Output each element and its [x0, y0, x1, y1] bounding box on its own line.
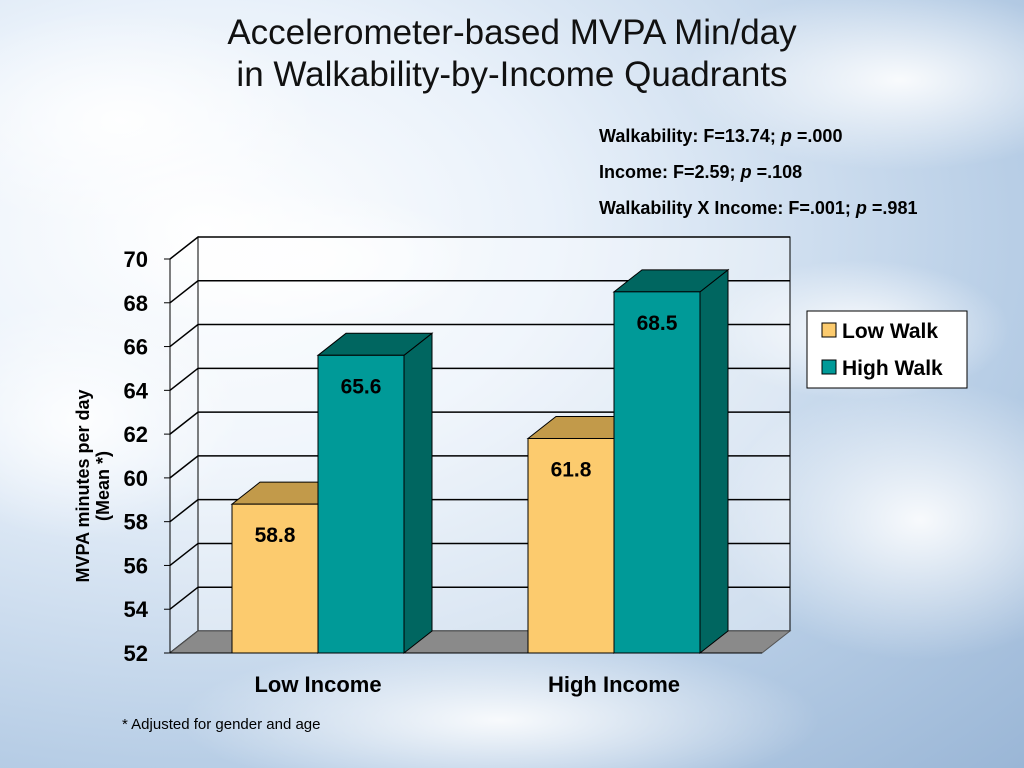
bar-side — [699, 268, 729, 655]
y-tick-label: 68 — [124, 291, 148, 316]
bar-high-walk-low-income: 65.6 — [316, 332, 434, 655]
bar-high-walk-high-income: 68.5 — [612, 268, 730, 655]
legend-swatch-high-walk — [821, 359, 837, 375]
legend: Low Walk High Walk — [806, 310, 968, 389]
x-category-label: High Income — [548, 672, 680, 697]
bar-side — [403, 332, 433, 655]
y-tick-label: 58 — [124, 510, 148, 535]
gridline — [169, 411, 790, 435]
stats-block: Walkability: F=13.74; p =.000 Income: F=… — [599, 118, 917, 226]
y-tick-label: 60 — [124, 466, 148, 491]
y-axis-label-line-1: MVPA minutes per day — [73, 389, 93, 582]
y-tick-label: 54 — [124, 597, 149, 622]
y-axis-label-line-2: (Mean *) — [93, 451, 113, 521]
data-label: 58.8 — [255, 524, 296, 547]
data-label: 65.6 — [341, 375, 382, 398]
chart-title: Accelerometer-based MVPA Min/day in Walk… — [0, 12, 1024, 96]
y-tick-label: 62 — [124, 422, 148, 447]
gridline — [169, 280, 790, 304]
stat-income: Income: F=2.59; p =.108 — [599, 162, 803, 182]
data-label: 68.5 — [637, 312, 678, 335]
title-line-1: Accelerometer-based MVPA Min/day — [227, 13, 797, 52]
footnote: * Adjusted for gender and age — [122, 716, 321, 733]
gridline — [169, 323, 790, 348]
bar-front — [317, 354, 405, 654]
data-label: 61.8 — [551, 458, 592, 481]
bar-front — [527, 437, 615, 654]
title-line-2: in Walkability-by-Income Quadrants — [236, 55, 788, 94]
gridline — [169, 367, 790, 391]
y-tick-label: 66 — [124, 335, 148, 360]
legend-label-high-walk: High Walk — [842, 357, 943, 380]
legend-label-low-walk: Low Walk — [842, 320, 938, 343]
y-tick-label: 52 — [124, 641, 148, 666]
gridline — [169, 236, 790, 260]
stat-interaction: Walkability X Income: F=.001; p =.981 — [599, 198, 918, 218]
bar-front — [613, 291, 701, 654]
y-tick-label: 70 — [124, 247, 148, 272]
y-axis-label: MVPA minutes per day(Mean *) — [73, 389, 113, 582]
x-category-label: Low Income — [254, 672, 381, 697]
y-tick-label: 64 — [124, 378, 149, 403]
stat-walkability: Walkability: F=13.74; p =.000 — [599, 126, 843, 146]
y-tick-label: 56 — [124, 553, 148, 578]
legend-swatch-low-walk — [821, 322, 837, 338]
